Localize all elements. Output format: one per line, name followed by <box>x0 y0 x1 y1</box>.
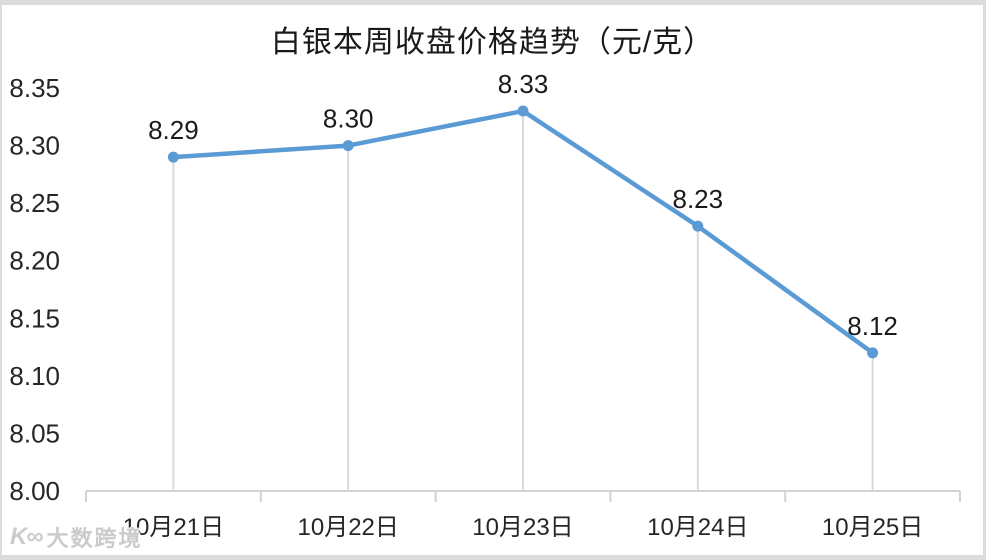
x-axis-category-label: 10月24日 <box>647 514 748 541</box>
y-axis-tick-label: 8.25 <box>9 188 60 218</box>
x-axis-category-label: 10月25日 <box>822 514 923 541</box>
x-axis-category-label: 10月21日 <box>123 514 224 541</box>
data-point-marker <box>517 105 529 117</box>
data-point-marker <box>867 347 879 359</box>
watermark-logo-icon: K∞ <box>10 523 43 550</box>
watermark-text: 大数跨境 <box>46 526 143 551</box>
data-point-label: 8.29 <box>148 115 199 145</box>
x-axis-category-label: 10月22日 <box>298 514 399 541</box>
line-chart-plot-area: 8.00 8.05 8.10 8.15 8.20 8.25 8.30 8.35 10月21日 10… <box>9 69 961 541</box>
data-point-marker <box>342 140 354 152</box>
x-axis-category-label: 10月23日 <box>472 514 573 541</box>
data-point-label: 8.23 <box>672 184 723 214</box>
data-point-marker <box>692 220 704 232</box>
y-axis-tick-label: 8.05 <box>9 418 60 448</box>
data-point-label: 8.33 <box>498 69 549 99</box>
y-axis-tick-label: 8.20 <box>9 246 60 276</box>
data-point-label: 8.12 <box>847 311 898 341</box>
chart-title: 白银本周收盘价格趋势（元/克） <box>270 26 715 59</box>
y-axis-tick-label: 8.00 <box>9 476 60 506</box>
y-axis-tick-label: 8.30 <box>9 131 60 161</box>
data-point-label: 8.30 <box>323 104 374 134</box>
y-axis-tick-label: 8.10 <box>9 361 60 391</box>
y-axis-tick-label: 8.15 <box>9 303 60 333</box>
data-point-marker <box>167 151 179 163</box>
y-axis-tick-label: 8.35 <box>9 73 60 103</box>
watermark: K∞ 大数跨境 <box>10 521 142 553</box>
